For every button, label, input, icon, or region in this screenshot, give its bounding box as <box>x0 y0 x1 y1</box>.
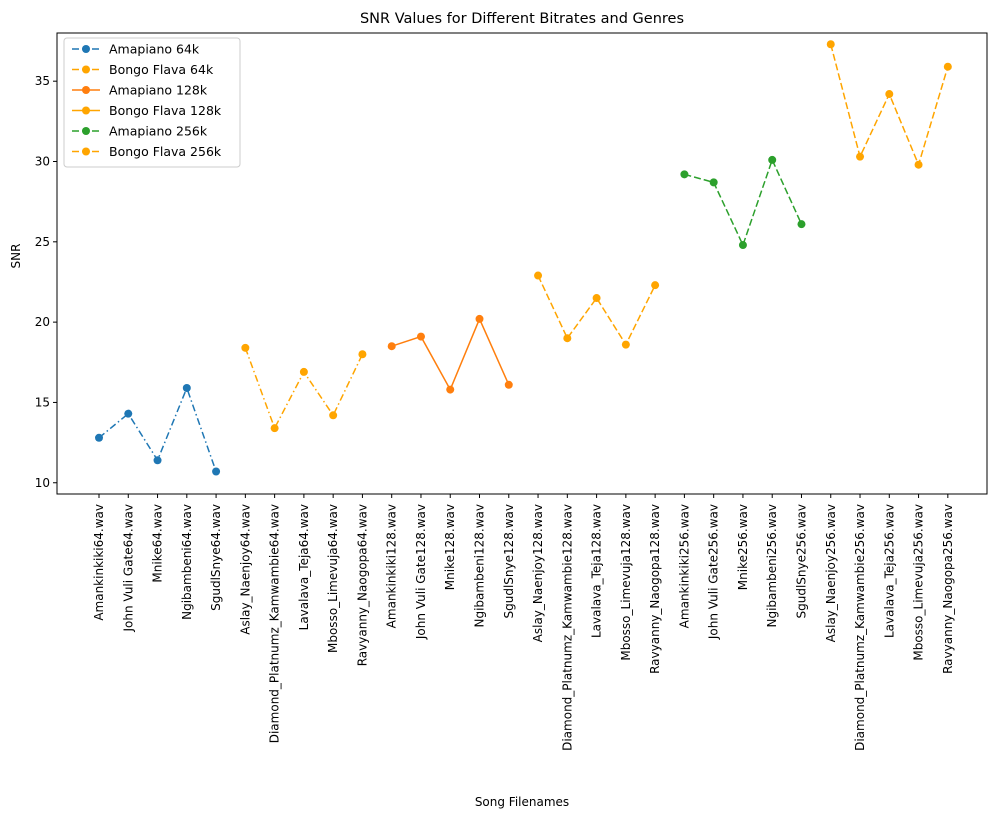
y-axis-label: SNR <box>9 244 23 269</box>
y-tick-label-5: 35 <box>35 74 50 88</box>
series-0-point-1 <box>124 409 133 418</box>
x-tick-label-25: Aslay_Naenjoy256.wav <box>824 504 838 642</box>
series-4-point-0 <box>680 170 689 179</box>
x-tick-label-17: Lavalava_Teja128.wav <box>590 504 604 638</box>
series-1-point-1 <box>270 424 279 433</box>
x-tick-label-18: Mbosso_Limevuja128.wav <box>619 504 633 661</box>
x-tick-label-8: Mbosso_Limevuja64.wav <box>326 504 340 653</box>
x-tick-label-2: Mnike64.wav <box>151 504 165 583</box>
series-5-point-4 <box>943 62 952 71</box>
x-tick-label-28: Mbosso_Limevuja256.wav <box>912 504 926 661</box>
legend-marker-5 <box>82 147 90 156</box>
legend-label-2: Amapiano 128k <box>109 83 208 98</box>
x-tick-label-22: Mnike256.wav <box>736 504 750 590</box>
series-1-point-3 <box>329 411 338 420</box>
series-1-point-2 <box>299 367 308 376</box>
series-2-point-1 <box>416 332 425 341</box>
series-0-point-0 <box>95 433 103 442</box>
x-tick-label-20: Amankinkiki256.wav <box>677 504 691 628</box>
series-1-point-0 <box>241 343 250 352</box>
x-tick-label-19: Ravyanny_Naogopa128.wav <box>648 504 662 674</box>
x-tick-label-6: Diamond_Platnumz_Kamwambie64.wav <box>268 504 282 743</box>
y-tick-label-0: 10 <box>35 476 50 490</box>
x-tick-label-24: SgudlSnye256.wav <box>794 504 808 619</box>
x-tick-label-14: SgudlSnye128.wav <box>502 504 516 619</box>
series-2-point-3 <box>475 314 484 323</box>
x-tick-label-3: Ngibambeni64.wav <box>180 504 194 620</box>
x-tick-label-15: Aslay_Naenjoy128.wav <box>531 504 545 642</box>
x-tick-label-13: Ngibambeni128.wav <box>473 504 487 628</box>
x-axis-label: Song Filenames <box>475 795 569 809</box>
series-0-point-3 <box>182 383 191 392</box>
x-tick-label-5: Aslay_Naenjoy64.wav <box>238 504 252 635</box>
x-tick-label-23: Ngibambeni256.wav <box>765 504 779 628</box>
x-tick-label-0: Amankinkiki64.wav <box>92 504 106 621</box>
legend-label-1: Bongo Flava 64k <box>109 62 214 77</box>
legend: Amapiano 64k Bongo Flava 64k Amapiano 128k… <box>63 37 241 168</box>
series-2-point-0 <box>387 342 396 351</box>
legend-label-0: Amapiano 64k <box>109 42 200 57</box>
series-4-point-1 <box>709 178 718 187</box>
legend-box <box>63 37 241 168</box>
legend-label-3: Bongo Flava 128k <box>109 103 222 118</box>
x-tick-label-11: John Vuli Gate128.wav <box>414 504 428 640</box>
legend-label-5: Bongo Flava 256k <box>109 144 222 159</box>
y-tick-label-4: 30 <box>35 155 50 169</box>
x-tick-label-10: Amankinkiki128.wav <box>385 504 399 628</box>
chart-title: SNR Values for Different Bitrates and Ge… <box>360 11 684 27</box>
legend-marker-2 <box>82 86 90 94</box>
y-tick-label-1: 15 <box>35 395 50 409</box>
series-4-point-3 <box>768 155 777 164</box>
x-tick-label-26: Diamond_Platnumz_Kamwambie256.wav <box>853 504 867 751</box>
x-tick-label-29: Ravyanny_Naogopa256.wav <box>941 504 955 674</box>
series-0-point-2 <box>153 456 162 465</box>
legend-marker-0 <box>82 45 90 53</box>
series-4-point-4 <box>797 220 806 229</box>
y-tick-label-3: 25 <box>35 235 50 249</box>
series-0-point-4 <box>212 467 221 476</box>
series-5-point-0 <box>826 40 835 49</box>
series-5-point-1 <box>856 152 865 161</box>
axes-frame <box>56 32 988 495</box>
series-1-point-4 <box>358 350 367 359</box>
x-tick-label-27: Lavalava_Teja256.wav <box>882 504 896 638</box>
series-2-point-2 <box>446 385 455 394</box>
series-2-point-4 <box>504 380 513 389</box>
series-3-point-4 <box>651 281 660 290</box>
x-tick-label-21: John Vuli Gate256.wav <box>707 504 721 640</box>
series-5-point-2 <box>885 90 894 99</box>
x-tick-label-7: Lavalava_Teja64.wav <box>297 504 311 630</box>
legend-marker-3 <box>82 106 90 115</box>
series-3-point-2 <box>592 294 601 303</box>
series-line-3 <box>537 275 656 347</box>
y-tick-label-2: 20 <box>35 315 50 329</box>
x-tick-label-4: SgudlSnye64.wav <box>209 504 223 611</box>
x-tick-label-9: Ravyanny_Naogopa64.wav <box>355 504 369 666</box>
series-line-4 <box>684 157 803 248</box>
legend-marker-4 <box>82 127 90 135</box>
series-3-point-3 <box>621 340 630 349</box>
x-tick-label-16: Diamond_Platnumz_Kamwambie128.wav <box>560 504 574 751</box>
series-5-point-3 <box>914 160 923 169</box>
series-3-point-1 <box>563 334 572 343</box>
series-4-point-2 <box>738 241 747 250</box>
plot-area: 10 15 20 25 30 35 Amankinkiki64.wav John Vuli G… <box>35 32 988 751</box>
x-tick-label-1: John Vuli Gate64.wav <box>121 504 135 632</box>
legend-label-4: Amapiano 256k <box>109 124 208 139</box>
x-tick-label-12: Mnike128.wav <box>443 504 457 590</box>
series-3-point-0 <box>534 271 543 280</box>
legend-marker-1 <box>82 65 90 74</box>
